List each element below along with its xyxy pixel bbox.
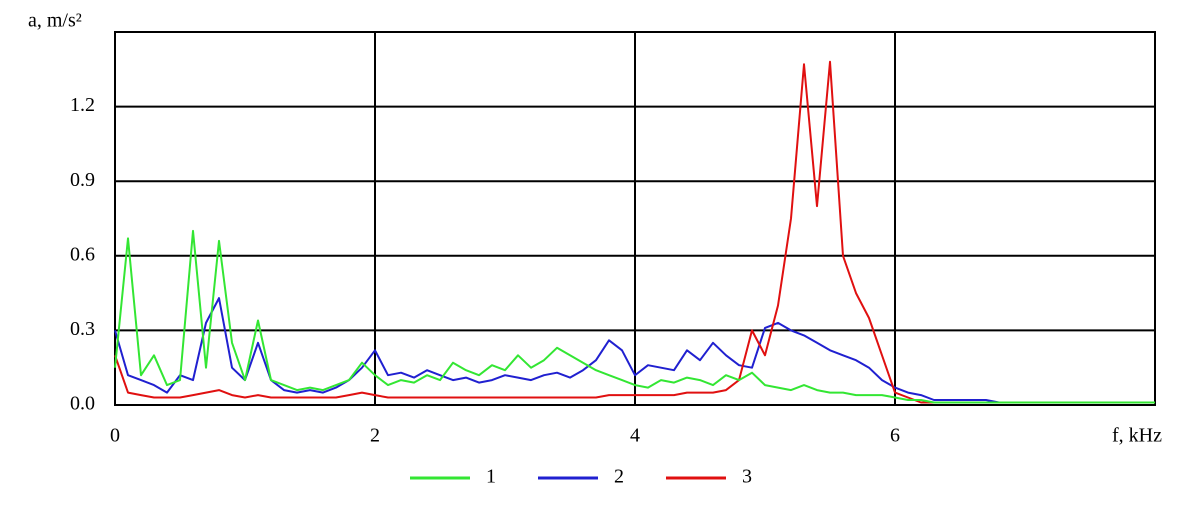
series-line: [114, 297, 1155, 404]
x-tick-label: 2: [370, 425, 380, 447]
series-line: [114, 229, 1155, 404]
legend-label: 2: [614, 466, 624, 488]
x-tick-label: 6: [890, 425, 900, 447]
legend-label: 3: [742, 466, 752, 488]
x-tick-label: 0: [110, 425, 120, 447]
x-axis-label: f, kHz: [1112, 425, 1162, 447]
y-tick-label: 0.9: [70, 169, 95, 191]
y-axis-label: a, m/s²: [28, 10, 82, 32]
y-tick-label: 0.3: [70, 318, 95, 340]
plot-border: [114, 31, 1156, 406]
y-tick-label: 1.2: [70, 94, 95, 116]
legend-label: 1: [486, 466, 496, 488]
y-tick-label: 0.6: [70, 243, 95, 265]
y-tick-label: 0.0: [70, 393, 95, 415]
x-tick-label: 4: [630, 425, 640, 447]
